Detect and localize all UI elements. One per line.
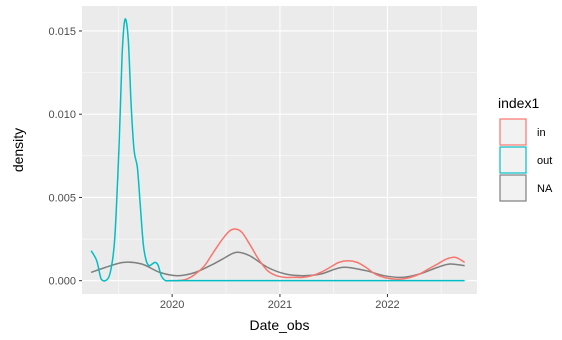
series-layer	[90, 18, 466, 282]
legend-key-in	[499, 118, 527, 146]
x-tick-label: 2021	[268, 299, 292, 311]
y-tick-label: 0.000	[48, 276, 76, 288]
legend: index1 in out NA	[498, 95, 553, 202]
legend-label: NA	[537, 183, 553, 195]
legend-key-na	[499, 174, 527, 202]
legend-label: in	[537, 127, 546, 139]
x-axis-title: Date_obs	[250, 317, 310, 333]
x-axis: 2020 2021 2022	[160, 294, 400, 311]
y-tick-label: 0.010	[48, 109, 76, 121]
legend-title: index1	[498, 95, 539, 111]
legend-key-out	[499, 146, 527, 174]
series-line-na	[90, 251, 465, 279]
x-tick-label: 2020	[160, 299, 184, 311]
y-tick-label: 0.005	[48, 192, 76, 204]
y-tick-label: 0.015	[48, 26, 76, 38]
y-axis: 0.000 0.005 0.010 0.015	[48, 26, 82, 288]
series-line-out	[90, 18, 465, 282]
series-line-in	[168, 228, 466, 282]
legend-label: out	[537, 155, 552, 167]
y-axis-title: density	[10, 128, 26, 172]
x-tick-label: 2022	[375, 299, 399, 311]
